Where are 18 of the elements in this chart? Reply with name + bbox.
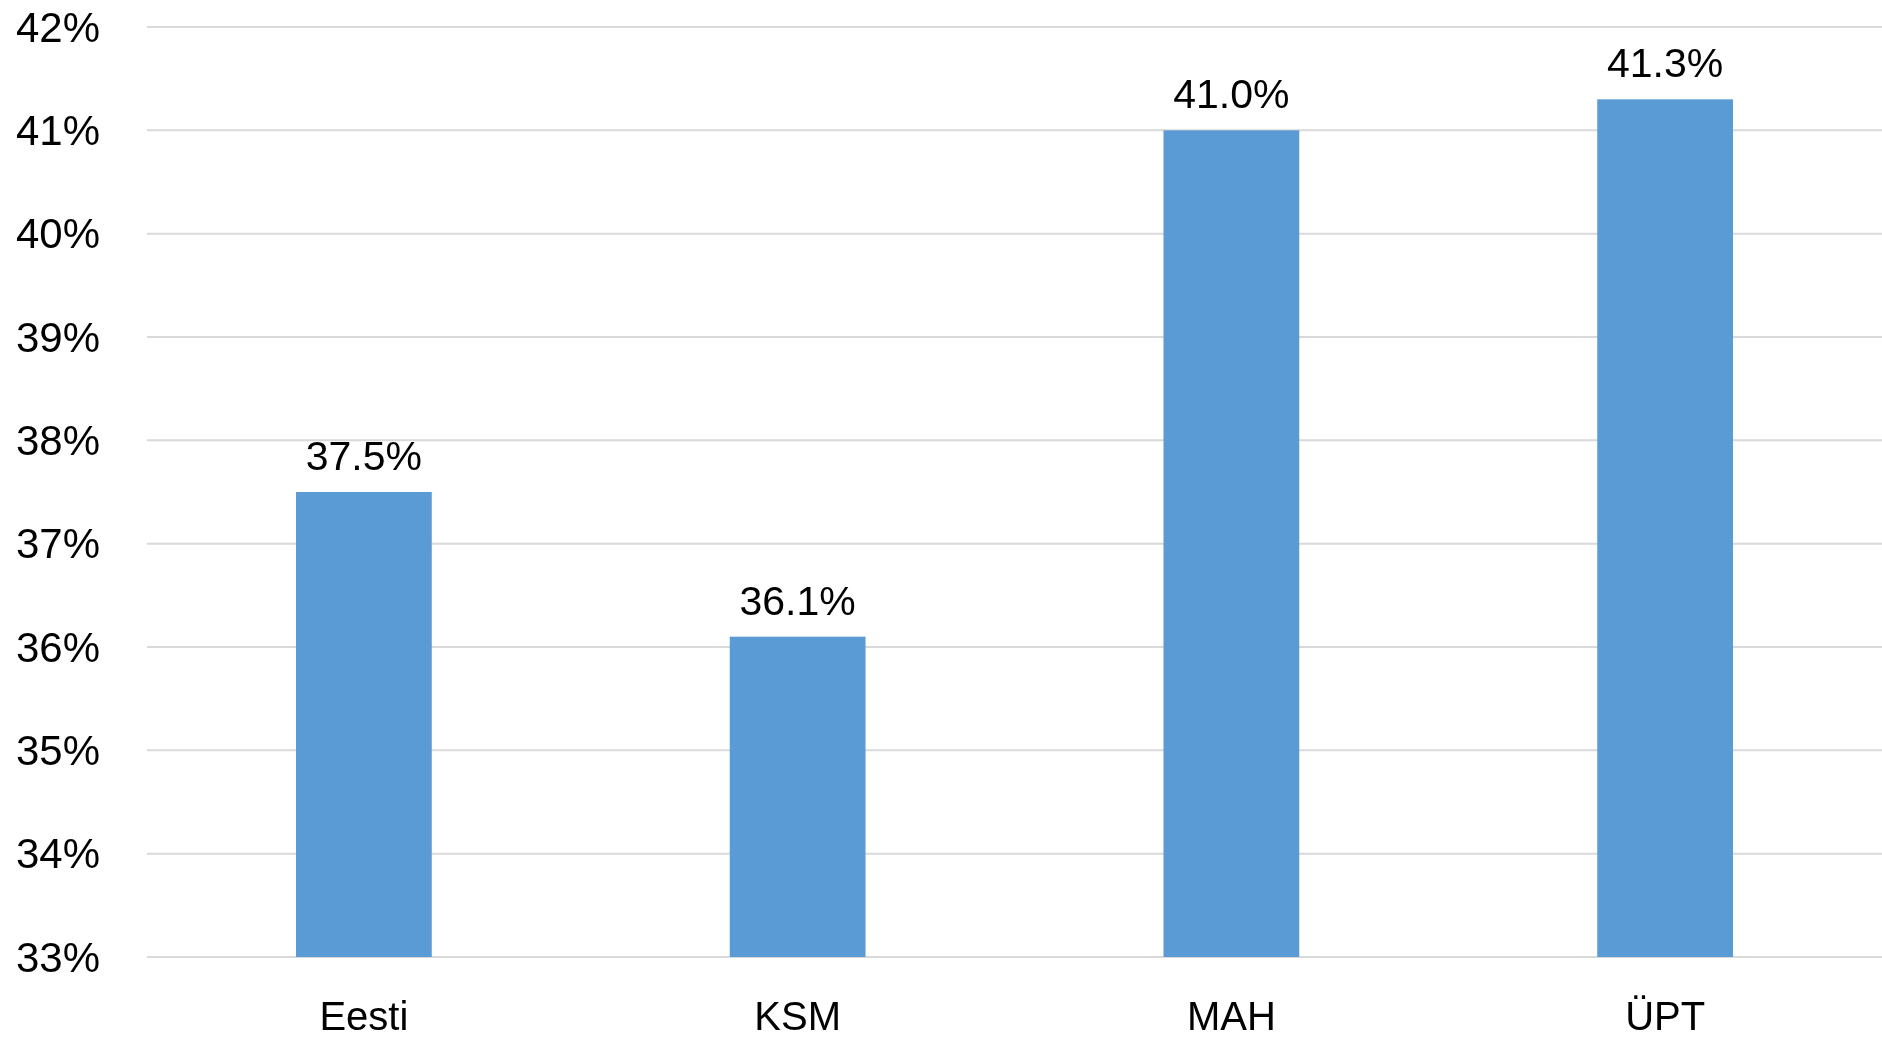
data-label: 36.1%	[739, 577, 856, 624]
data-label: 41.0%	[1173, 71, 1290, 118]
y-tick-label: 36%	[15, 623, 100, 671]
y-tick-label: 34%	[15, 830, 100, 878]
y-tick-label: 39%	[15, 313, 100, 361]
y-tick-label: 38%	[15, 417, 100, 465]
y-tick-label: 41%	[15, 107, 100, 155]
data-label: 41.3%	[1606, 40, 1724, 87]
y-tick-label: 37%	[15, 520, 100, 568]
x-tick-label: MAH	[1186, 994, 1276, 1038]
data-label: 37.5%	[305, 433, 423, 479]
y-tick-label: 42%	[15, 3, 100, 51]
x-tick-label: KSM	[754, 994, 841, 1038]
x-tick-label: Eesti	[319, 994, 409, 1038]
y-tick-label: 40%	[15, 210, 100, 258]
y-tick-label: 35%	[15, 727, 100, 775]
x-tick-label: ÜPT	[1625, 994, 1706, 1038]
y-tick-label: 33%	[15, 933, 100, 981]
